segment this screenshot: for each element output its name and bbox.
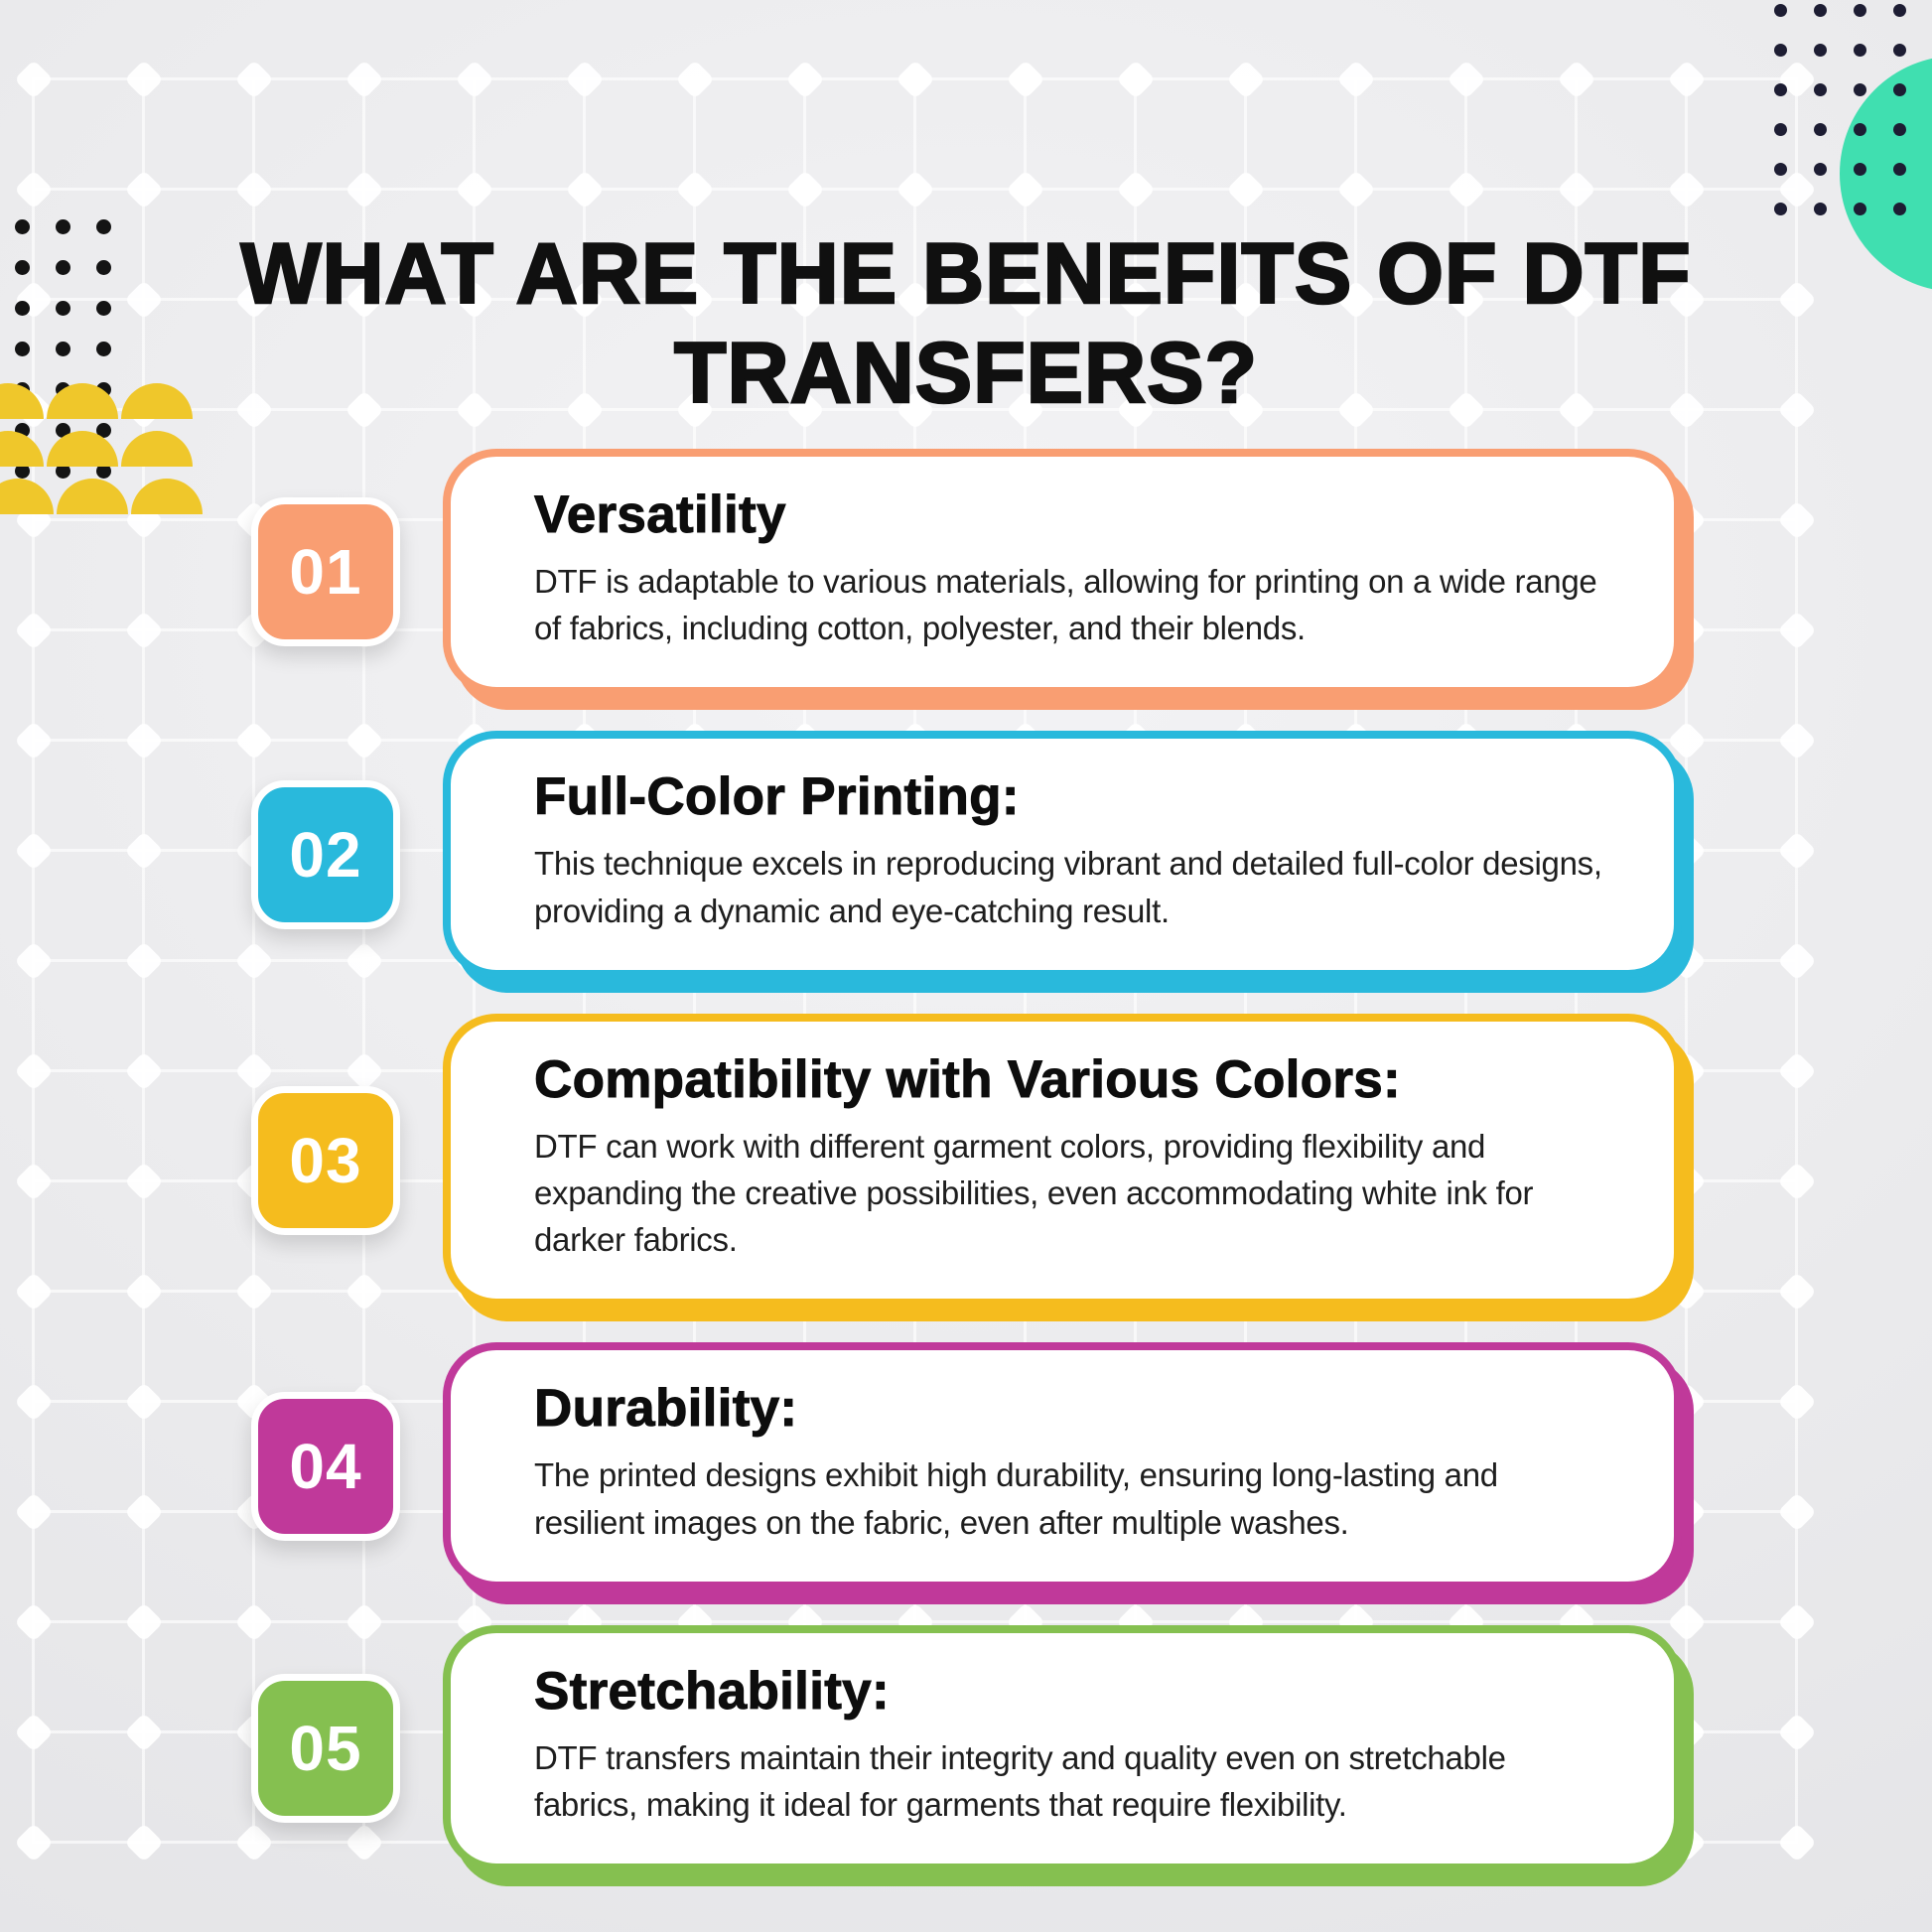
benefit-heading: Stretchability: xyxy=(534,1661,891,1721)
benefit-card-versatility: Versatility DTF is adaptable to various … xyxy=(443,449,1682,696)
benefit-row-4: 04 Durability: The printed designs exhib… xyxy=(251,1342,1682,1589)
benefit-heading: Full-Color Printing: xyxy=(534,767,1020,827)
benefit-description: DTF can work with different garment colo… xyxy=(534,1127,1534,1259)
benefit-list: 01 Versatility DTF is adaptable to vario… xyxy=(251,449,1682,1872)
benefit-row-2: 02 Full-Color Printing: This technique e… xyxy=(251,731,1682,978)
benefit-description: This technique excels in reproducing vib… xyxy=(534,845,1602,929)
benefit-row-3: 03 Compatibility with Various Colors: DT… xyxy=(251,1013,1682,1308)
benefit-description: DTF is adaptable to various materials, a… xyxy=(534,563,1597,647)
number-badge-05: 05 xyxy=(251,1673,400,1823)
yellow-domes-decoration xyxy=(0,383,203,514)
benefit-description: The printed designs exhibit high durabil… xyxy=(534,1456,1498,1541)
benefit-heading: Durability: xyxy=(534,1379,798,1439)
number-badge-01: 01 xyxy=(251,497,400,647)
benefit-card-color-compatibility: Compatibility with Various Colors: DTF c… xyxy=(443,1013,1682,1308)
benefit-card-full-color-printing: Full-Color Printing: This technique exce… xyxy=(443,731,1682,978)
benefit-row-5: 05 Stretchability: DTF transfers maintai… xyxy=(251,1624,1682,1872)
benefit-row-1: 01 Versatility DTF is adaptable to vario… xyxy=(251,449,1682,696)
number-badge-02: 02 xyxy=(251,779,400,929)
number-badge-03: 03 xyxy=(251,1085,400,1235)
title-line-1: WHAT ARE THE BENEFITS OF DTF xyxy=(239,224,1692,323)
page-title: WHAT ARE THE BENEFITS OF DTF TRANSFERS? xyxy=(0,224,1932,424)
benefit-heading: Compatibility with Various Colors: xyxy=(534,1049,1402,1109)
title-line-2: TRANSFERS? xyxy=(673,325,1259,423)
benefit-description: DTF transfers maintain their integrity a… xyxy=(534,1738,1506,1823)
number-badge-04: 04 xyxy=(251,1391,400,1541)
benefit-heading: Versatility xyxy=(534,485,786,545)
benefit-card-durability: Durability: The printed designs exhibit … xyxy=(443,1342,1682,1589)
benefit-card-stretchability: Stretchability: DTF transfers maintain t… xyxy=(443,1624,1682,1872)
